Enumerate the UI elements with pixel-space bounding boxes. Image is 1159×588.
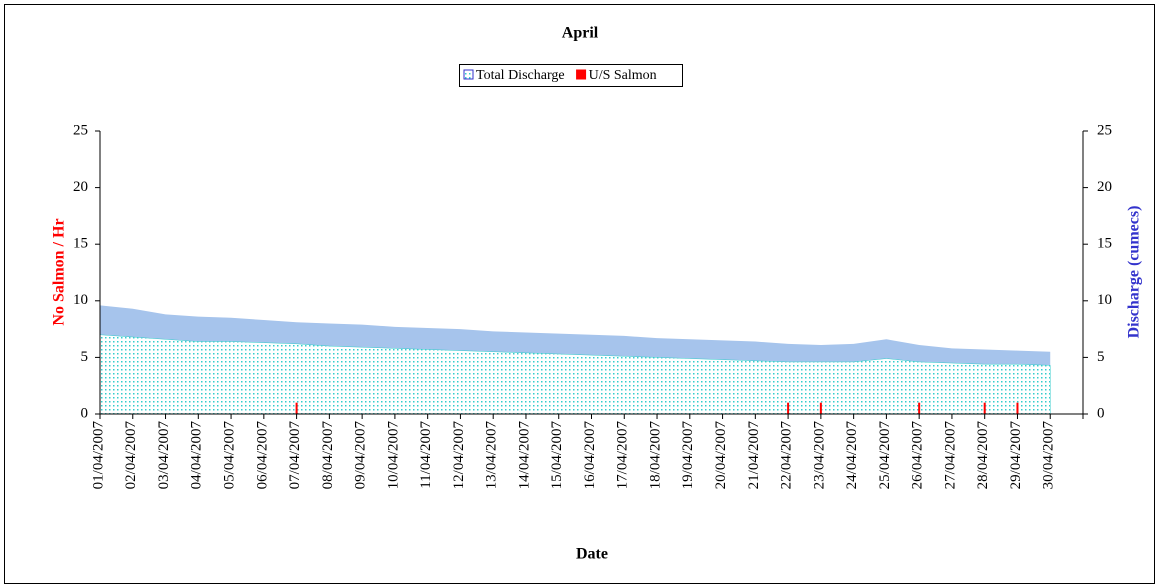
x-tick-label: 01/04/2007 [90, 421, 106, 490]
x-tick-label: 06/04/2007 [254, 421, 270, 490]
legend-box [459, 64, 683, 87]
y-axis-title: No Salmon / Hr [51, 218, 68, 325]
y2-tick-label: 20 [1097, 179, 1112, 195]
legend-label: U/S Salmon [589, 68, 657, 83]
legend-swatch [463, 69, 474, 80]
discharge-area [99, 334, 1051, 415]
x-tick-label: 25/04/2007 [877, 421, 893, 490]
x-tick-label: 26/04/2007 [910, 421, 926, 490]
x-tick-label: 09/04/2007 [353, 421, 369, 490]
chart-border [4, 4, 1155, 584]
salmon-bar [819, 402, 822, 414]
legend-swatch [576, 69, 587, 80]
x-tick-label: 15/04/2007 [549, 421, 565, 490]
x-tick-label: 07/04/2007 [287, 421, 303, 490]
x-tick-label: 02/04/2007 [123, 421, 139, 490]
x-tick-label: 29/04/2007 [1008, 421, 1024, 490]
x-tick-label: 24/04/2007 [844, 421, 860, 490]
x-tick-label: 22/04/2007 [779, 421, 795, 490]
salmon-bar [295, 402, 298, 414]
x-tick-label: 10/04/2007 [385, 421, 401, 490]
salmon-bar [1016, 402, 1019, 414]
y2-tick-label: 25 [1097, 122, 1112, 138]
y2-tick-label: 15 [1097, 236, 1112, 252]
y2-tick-label: 10 [1097, 292, 1112, 308]
salmon-bar [983, 402, 986, 414]
y-tick-label: 10 [73, 292, 88, 308]
y2-tick-label: 0 [1097, 405, 1105, 421]
y-tick-label: 20 [73, 179, 88, 195]
x-tick-label: 17/04/2007 [615, 421, 631, 490]
x-tick-label: 28/04/2007 [975, 421, 991, 490]
x-tick-label: 14/04/2007 [516, 421, 532, 490]
y-tick-label: 5 [81, 349, 89, 365]
x-tick-label: 19/04/2007 [680, 421, 696, 490]
y-tick-label: 25 [73, 122, 88, 138]
x-tick-label: 18/04/2007 [647, 421, 663, 490]
x-tick-label: 27/04/2007 [942, 421, 958, 490]
y-tick-label: 0 [81, 405, 89, 421]
x-tick-label: 21/04/2007 [746, 421, 762, 490]
salmon-bar [918, 402, 921, 414]
salmon-bar [787, 402, 790, 414]
x-tick-label: 16/04/2007 [582, 421, 598, 490]
x-tick-label: 05/04/2007 [222, 421, 238, 490]
legend-label: Total Discharge [476, 68, 565, 83]
chart-title: April [562, 25, 599, 42]
x-axis-title: Date [576, 546, 608, 563]
x-tick-label: 20/04/2007 [713, 421, 729, 490]
x-tick-label: 03/04/2007 [156, 421, 172, 490]
x-tick-label: 11/04/2007 [418, 421, 434, 489]
y-tick-label: 15 [73, 236, 88, 252]
x-tick-label: 04/04/2007 [189, 421, 205, 490]
x-tick-label: 23/04/2007 [811, 421, 827, 490]
x-tick-label: 30/04/2007 [1041, 421, 1057, 490]
x-tick-label: 08/04/2007 [320, 421, 336, 490]
x-tick-label: 13/04/2007 [484, 421, 500, 490]
y2-axis-title: Discharge (cumecs) [1126, 206, 1143, 339]
y2-tick-label: 5 [1097, 349, 1105, 365]
x-tick-label: 12/04/2007 [451, 421, 467, 490]
